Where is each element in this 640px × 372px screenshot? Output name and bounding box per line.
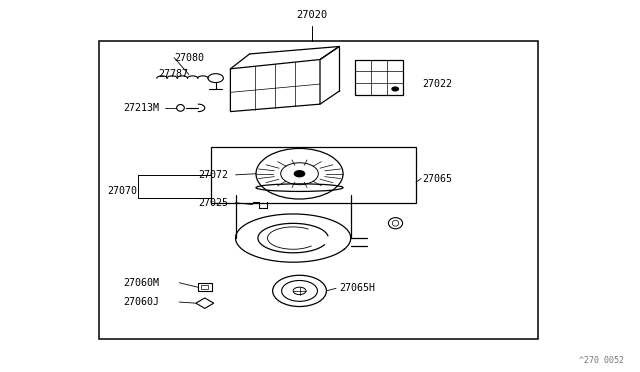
Bar	[355, 60, 403, 95]
Circle shape	[294, 171, 305, 177]
Text: 27065: 27065	[422, 174, 452, 183]
Text: ^270 0052: ^270 0052	[579, 356, 624, 365]
Text: 27787: 27787	[159, 70, 189, 79]
Bar	[201, 285, 209, 289]
Bar	[211, 147, 416, 203]
Text: 27022: 27022	[422, 79, 452, 89]
Text: 27060M: 27060M	[123, 278, 159, 288]
Bar	[99, 41, 538, 339]
Text: 27070: 27070	[108, 186, 138, 196]
Text: 27060J: 27060J	[123, 297, 159, 307]
Text: 27072: 27072	[198, 170, 228, 180]
Text: 27065H: 27065H	[339, 283, 375, 293]
Text: 27080: 27080	[174, 53, 204, 62]
Bar	[198, 283, 212, 291]
Text: 27020: 27020	[297, 10, 328, 20]
Circle shape	[392, 87, 398, 91]
Text: 27025: 27025	[198, 198, 228, 208]
Text: 27213M: 27213M	[123, 103, 159, 113]
